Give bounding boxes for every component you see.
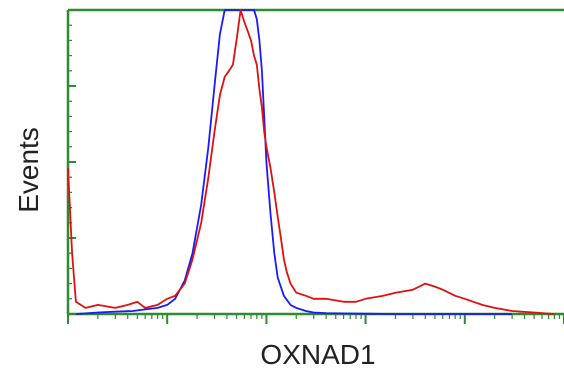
y-axis-label: Events (13, 127, 44, 213)
series-line-2 (67, 9, 555, 315)
series-line-1 (75, 9, 513, 315)
x-axis-label: OXNAD1 (260, 339, 375, 370)
x-axis-ticks (67, 314, 564, 324)
series-layer (67, 9, 555, 315)
plot-frame (66, 8, 564, 316)
y-axis-ticks (68, 9, 76, 315)
